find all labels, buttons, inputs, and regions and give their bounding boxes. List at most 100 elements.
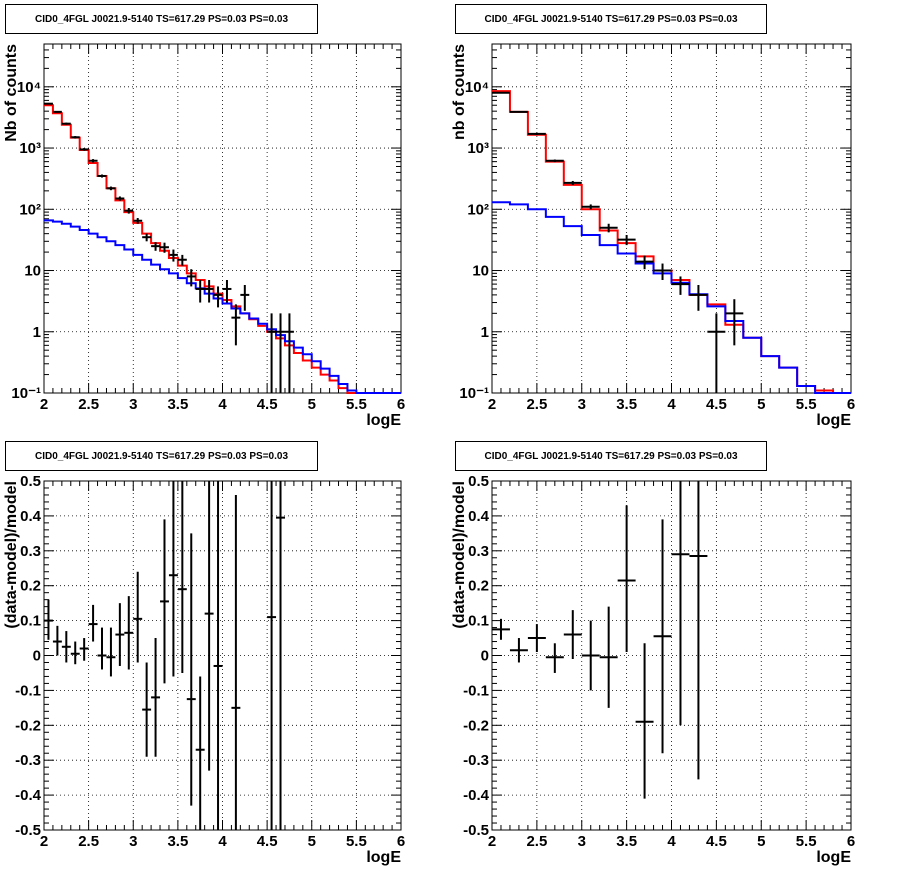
data-point <box>276 481 285 830</box>
data-point <box>509 110 528 113</box>
x-tick-label: 2 <box>488 396 496 413</box>
chart-panel-bottom-right: 2 2.5 3 3.5 4 4.5 5 5.5 6 -0.5 -0.4 -0.3 -0.2 -0.1 0 0.… <box>451 473 855 866</box>
y-tick-label: -0.5 <box>463 822 489 839</box>
x-tick-label: 2 <box>488 833 496 850</box>
y-tick-label: 1 <box>33 324 41 341</box>
data-point <box>204 280 214 303</box>
data-point <box>527 624 546 653</box>
y-tick-label: 10³ <box>467 140 489 157</box>
data-point <box>115 603 125 666</box>
data-point <box>527 132 546 136</box>
y-tick-label: 10⁻¹ <box>459 385 489 402</box>
data-point <box>222 280 232 303</box>
data-point <box>195 280 205 303</box>
y-tick-label: 0.1 <box>468 613 489 630</box>
data-point <box>617 505 636 653</box>
chart-title-bottom-left: CID0_4FGL J0021.9-5140 TS=617.29 PS=0.03… <box>5 441 318 471</box>
data-point <box>195 676 205 830</box>
data-point <box>186 269 196 287</box>
data-point <box>44 102 53 105</box>
data-point <box>97 627 107 670</box>
x-axis-label: logE <box>366 849 401 866</box>
y-tick-label: 10³ <box>19 140 41 157</box>
x-axis-label: logE <box>366 412 401 429</box>
x-tick-label: 5 <box>308 833 316 850</box>
x-axis-label: logE <box>816 849 851 866</box>
x-tick-label: 4 <box>218 396 227 413</box>
chart-title-bottom-right: CID0_4FGL J0021.9-5140 TS=617.29 PS=0.03… <box>455 441 767 471</box>
data-point <box>240 285 250 311</box>
data-point <box>231 494 241 830</box>
data-point <box>276 313 285 393</box>
data-point <box>133 218 143 224</box>
data-point <box>168 481 178 677</box>
x-tick-label: 5 <box>757 833 765 850</box>
x-tick-label: 3.5 <box>167 833 188 850</box>
y-tick-label: 0.1 <box>20 613 41 630</box>
y-tick-label: 0.5 <box>468 473 489 490</box>
y-tick-label: -0.2 <box>463 717 489 734</box>
data-point <box>106 186 116 191</box>
y-tick-label: -0.4 <box>15 787 42 804</box>
y-tick-label: 10⁴ <box>17 79 41 96</box>
x-tick-label: 4.5 <box>257 833 278 850</box>
x-tick-label: 4 <box>667 833 676 850</box>
data-point <box>88 604 98 642</box>
y-tick-label: 0.2 <box>468 578 489 595</box>
data-point <box>492 91 510 94</box>
data-point <box>563 610 582 659</box>
x-tick-label: 3 <box>578 396 586 413</box>
x-tick-label: 2 <box>40 833 48 850</box>
chart-panel-top-right: 2 2.5 3 3.5 4 4.5 5 5.5 6 10⁻¹ 1 10 10² 10³ 10⁴ logE nb … <box>451 43 855 429</box>
y-tick-label: 0.2 <box>20 578 41 595</box>
x-tick-label: 3 <box>578 833 586 850</box>
data-point <box>177 481 187 673</box>
y-tick-label: 1 <box>481 324 489 341</box>
data-point <box>617 235 636 246</box>
data-point <box>689 481 708 780</box>
data-point <box>124 596 134 670</box>
y-tick-label: -0.1 <box>15 682 41 699</box>
data-point <box>61 122 71 125</box>
data-point <box>61 631 71 663</box>
data-point <box>52 625 62 656</box>
data-point <box>581 620 600 691</box>
y-tick-label: 10 <box>24 263 41 280</box>
x-tick-label: 5.5 <box>346 833 367 850</box>
data-point <box>213 286 223 308</box>
chart-panel-top-left: 2 2.5 3 3.5 4 4.5 5 5.5 6 10⁻¹ 1 10 10² 10³ 10⁴ logE Nb … <box>3 43 405 429</box>
y-axis-label: (data-model)/model <box>451 481 468 629</box>
x-tick-label: 6 <box>847 396 855 413</box>
data-point <box>177 254 187 266</box>
data-point <box>160 242 169 253</box>
y-tick-label: -0.4 <box>463 787 490 804</box>
data-point <box>79 148 89 151</box>
x-axis-label: logE <box>816 412 851 429</box>
x-tick-label: 3 <box>129 833 137 850</box>
x-tick-label: 6 <box>397 833 405 850</box>
y-axis-label: Nb of counts <box>3 44 20 142</box>
series-line-blue <box>44 219 401 394</box>
y-tick-label: 0.3 <box>20 543 41 560</box>
data-point <box>142 662 152 757</box>
data-point <box>151 638 161 757</box>
data-point <box>133 571 143 663</box>
chart-panel-bottom-left: 2 2.5 3 3.5 4 4.5 5 5.5 6 -0.5 -0.4 -0.3 -0.2 -0.1 0 0.… <box>3 473 405 866</box>
data-point <box>186 533 196 806</box>
data-point <box>725 299 744 346</box>
y-tick-label: -0.3 <box>463 752 489 769</box>
x-tick-label: 4.5 <box>706 833 727 850</box>
y-tick-label: 10⁻¹ <box>11 385 41 402</box>
y-tick-label: -0.5 <box>15 822 41 839</box>
data-point <box>267 481 277 830</box>
data-point <box>581 204 600 210</box>
x-tick-label: 6 <box>847 833 855 850</box>
data-point <box>599 606 618 708</box>
data-point <box>44 599 53 640</box>
y-axis-label: nb of counts <box>451 44 468 140</box>
data-point <box>689 285 708 311</box>
y-tick-label: 10 <box>472 263 489 280</box>
data-point <box>267 313 277 393</box>
data-point <box>231 304 241 346</box>
